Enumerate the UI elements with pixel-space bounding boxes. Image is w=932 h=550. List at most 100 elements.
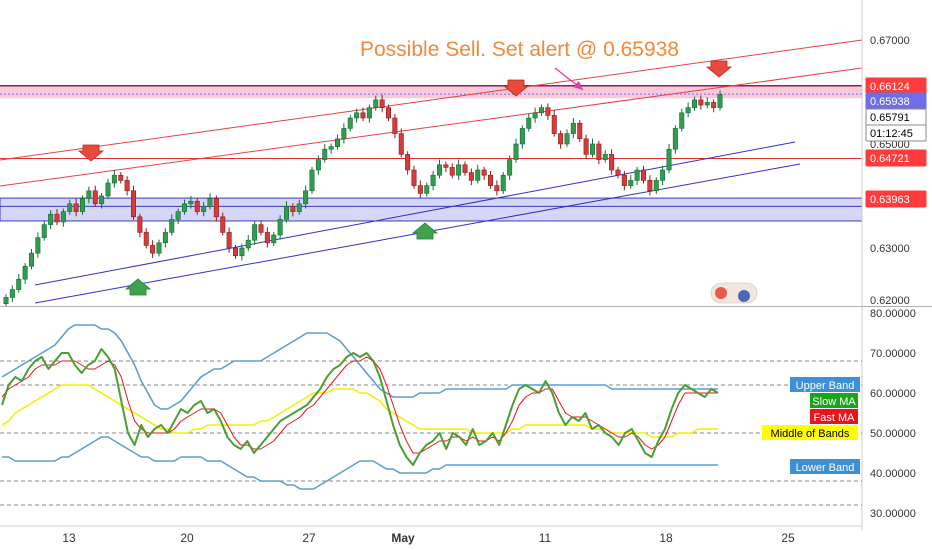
candle xyxy=(411,165,417,189)
candle xyxy=(487,171,493,189)
candle-body xyxy=(283,206,289,220)
candle xyxy=(500,172,506,194)
candle-body xyxy=(513,143,519,160)
candle xyxy=(475,164,481,184)
candle xyxy=(456,159,462,180)
price-tag: 0.63963 xyxy=(865,190,927,208)
candle xyxy=(615,166,621,179)
candle-body xyxy=(711,102,717,108)
candle xyxy=(315,155,321,175)
candle-body xyxy=(124,180,130,192)
candle xyxy=(385,104,391,122)
y-tick-label: 60.00000 xyxy=(870,388,916,400)
candle xyxy=(558,130,564,149)
candle-body xyxy=(443,164,449,168)
candle-body xyxy=(3,297,9,304)
candle-body xyxy=(99,195,105,205)
candle xyxy=(679,108,685,132)
candle xyxy=(258,220,264,236)
candle-body xyxy=(105,182,111,197)
candle-body xyxy=(449,167,455,176)
candle xyxy=(303,185,309,209)
candle xyxy=(201,202,207,217)
candle xyxy=(182,199,188,215)
candle xyxy=(341,123,347,144)
candle xyxy=(35,232,41,258)
upper-channel-line xyxy=(0,39,863,161)
candle-body xyxy=(354,112,360,119)
candle-body xyxy=(647,180,653,192)
candle-body xyxy=(698,99,704,106)
candle xyxy=(150,240,156,258)
legend-label: Fast MA xyxy=(814,412,856,424)
candle-body xyxy=(717,94,723,108)
candle xyxy=(653,177,659,194)
candle xyxy=(704,97,710,109)
candle xyxy=(264,227,270,248)
candle xyxy=(86,186,92,204)
y-tick-label: 30.00000 xyxy=(870,508,916,520)
candle-body xyxy=(436,164,442,176)
candle-body xyxy=(570,122,576,134)
candle-body xyxy=(462,164,468,173)
candle-body xyxy=(194,200,200,212)
candle-body xyxy=(118,174,124,181)
candle xyxy=(691,96,697,111)
candle xyxy=(354,108,360,123)
candle-body xyxy=(666,148,672,171)
price-tag: 0.65791 xyxy=(865,108,927,126)
legend-item: Fast MA xyxy=(810,409,858,424)
price-tag: 0.65938 xyxy=(865,92,927,110)
x-tick-label: 11 xyxy=(539,531,552,545)
candle xyxy=(207,193,213,210)
candle xyxy=(245,235,251,252)
candle-body xyxy=(341,128,347,140)
candle xyxy=(73,198,79,217)
candle xyxy=(519,125,525,149)
upper-channel-line-2 xyxy=(0,67,863,187)
candle xyxy=(462,161,468,176)
candle xyxy=(373,95,379,111)
price-tag-bg xyxy=(865,124,927,142)
candle xyxy=(660,165,666,186)
candle-body xyxy=(48,213,54,225)
candle xyxy=(672,125,678,154)
candle-body xyxy=(615,169,621,176)
candle-body xyxy=(80,198,86,212)
candle xyxy=(666,144,672,174)
candle-body xyxy=(456,164,462,176)
legend-swatch xyxy=(810,409,858,424)
candle xyxy=(28,249,34,270)
candle xyxy=(175,208,181,225)
candle-body xyxy=(188,200,194,205)
candle-body xyxy=(385,107,391,119)
candle-body xyxy=(303,190,309,205)
candle xyxy=(67,199,73,215)
candle xyxy=(698,95,704,110)
price-tag: 0.64721 xyxy=(865,149,927,167)
price-tag: 0.66124 xyxy=(865,77,927,95)
candle xyxy=(322,144,328,163)
candle-body xyxy=(131,190,137,218)
candle xyxy=(596,140,602,165)
candle-body xyxy=(538,107,544,114)
candle-body xyxy=(679,112,685,129)
candle xyxy=(290,203,296,217)
y-tick-label: 50.00000 xyxy=(870,428,916,440)
candle xyxy=(271,231,277,246)
legend-swatch xyxy=(790,377,860,392)
candle xyxy=(252,221,258,245)
candle-body xyxy=(233,247,239,257)
candle-body xyxy=(481,169,487,176)
candle-body xyxy=(411,169,417,186)
candle xyxy=(92,185,98,207)
x-tick-label: 18 xyxy=(659,531,673,545)
candle-body xyxy=(150,245,156,254)
candle-body xyxy=(258,224,264,233)
candle-body xyxy=(475,169,481,181)
x-tick-label: 20 xyxy=(180,531,194,545)
candle-body xyxy=(156,242,162,254)
candle xyxy=(449,163,455,179)
candle xyxy=(685,102,691,118)
